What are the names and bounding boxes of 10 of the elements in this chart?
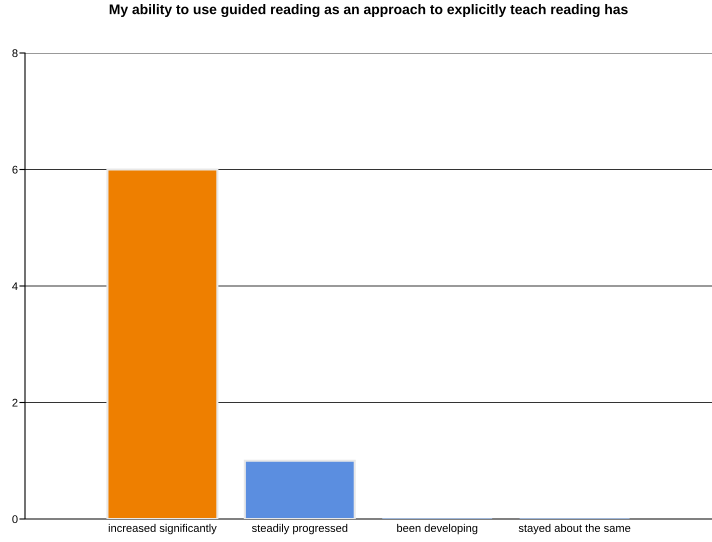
y-tick-label: 2 <box>12 398 18 407</box>
x-tick-label: been developing <box>397 524 478 534</box>
x-tick-label: steadily progressed <box>252 524 348 534</box>
y-tick-label: 8 <box>12 49 18 58</box>
x-tick-label: increased significantly <box>108 524 217 534</box>
y-tick-label: 6 <box>12 166 18 174</box>
y-tick-label: 0 <box>12 515 18 524</box>
chart-title: My ability to use guided reading as an approach to explicitly teach reading has <box>110 4 628 18</box>
y-tick-label: 4 <box>12 282 18 290</box>
x-tick-label: stayed about the same <box>518 524 630 534</box>
